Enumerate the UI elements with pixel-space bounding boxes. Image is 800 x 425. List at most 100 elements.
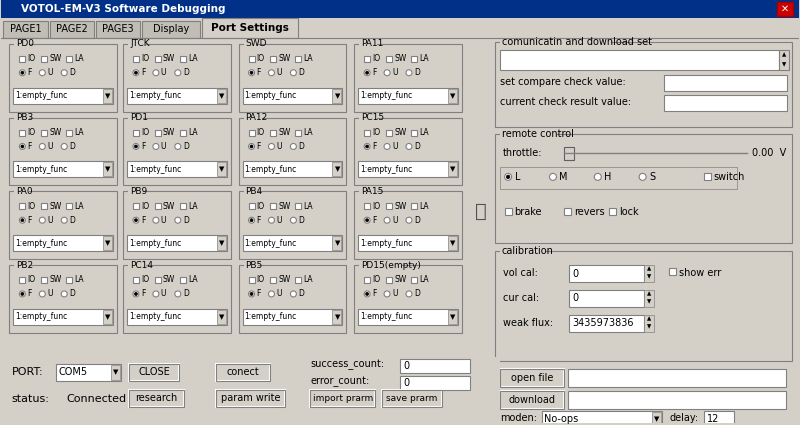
Bar	[295, 277, 302, 283]
Bar	[217, 89, 226, 102]
Text: ▼: ▼	[334, 314, 340, 320]
Text: SW: SW	[50, 54, 62, 63]
Circle shape	[384, 291, 390, 297]
Bar	[386, 130, 392, 136]
Bar	[123, 191, 230, 259]
Text: status:: status:	[11, 394, 50, 404]
Bar	[664, 95, 786, 110]
Bar	[382, 390, 442, 407]
Text: brake: brake	[514, 207, 542, 217]
Text: H: H	[604, 173, 612, 182]
Bar	[505, 208, 511, 215]
Text: ▼: ▼	[106, 240, 110, 246]
Text: F: F	[372, 289, 377, 298]
Bar	[500, 368, 565, 387]
Bar	[777, 2, 793, 16]
Circle shape	[62, 291, 67, 297]
Bar	[310, 390, 375, 407]
Circle shape	[134, 71, 138, 74]
Bar	[216, 364, 270, 381]
Bar	[500, 391, 565, 408]
Text: LA: LA	[188, 202, 198, 211]
Text: ▼: ▼	[114, 369, 118, 375]
Bar	[128, 40, 146, 48]
Text: ▲: ▲	[647, 266, 651, 272]
Text: show err: show err	[679, 268, 722, 278]
Bar	[494, 251, 791, 361]
Bar	[364, 203, 370, 209]
Bar	[180, 203, 186, 209]
Bar	[500, 130, 558, 138]
Text: IO: IO	[141, 54, 149, 63]
Bar	[332, 310, 342, 324]
Text: LA: LA	[303, 54, 313, 63]
Bar	[238, 44, 346, 112]
Bar	[216, 364, 270, 381]
Text: LA: LA	[419, 128, 429, 137]
Bar	[411, 277, 417, 283]
Bar	[10, 191, 117, 259]
Text: IO: IO	[27, 128, 35, 137]
Text: SW: SW	[278, 275, 290, 284]
Text: import prarm: import prarm	[313, 394, 373, 402]
Text: ▼: ▼	[654, 416, 660, 422]
Bar	[66, 277, 72, 283]
Text: ▼: ▼	[219, 314, 224, 320]
Text: U: U	[392, 68, 398, 77]
Bar	[10, 265, 117, 333]
Bar	[249, 203, 254, 209]
Bar	[180, 56, 186, 62]
Text: U: U	[161, 289, 166, 298]
Circle shape	[364, 217, 370, 223]
Circle shape	[250, 219, 253, 222]
Text: D: D	[414, 216, 420, 225]
Bar	[123, 265, 230, 333]
Text: D: D	[69, 68, 75, 77]
Bar	[19, 277, 26, 283]
Bar	[448, 236, 457, 250]
Bar	[14, 261, 29, 269]
Text: LA: LA	[188, 54, 198, 63]
Circle shape	[290, 70, 296, 76]
Text: PORT:: PORT:	[11, 367, 43, 377]
Bar	[364, 277, 370, 283]
Bar	[42, 203, 47, 209]
Bar	[155, 56, 161, 62]
Bar	[295, 203, 302, 209]
Text: LA: LA	[303, 275, 313, 284]
Circle shape	[406, 70, 412, 76]
Bar	[500, 167, 737, 189]
Text: SW: SW	[163, 54, 175, 63]
Text: 1:empty_func: 1:empty_func	[245, 312, 297, 321]
Text: ▼: ▼	[219, 166, 224, 173]
Bar	[42, 56, 47, 62]
Text: 0: 0	[403, 378, 409, 388]
Text: comunicatin and download set: comunicatin and download set	[502, 37, 652, 47]
Text: 12: 12	[707, 414, 719, 424]
Text: D: D	[298, 142, 304, 151]
Circle shape	[153, 144, 159, 150]
Text: M: M	[559, 173, 568, 182]
Text: download: download	[509, 394, 555, 405]
Text: 0: 0	[572, 269, 578, 278]
Bar	[103, 310, 112, 324]
Text: PA15: PA15	[361, 187, 383, 196]
Text: LA: LA	[188, 128, 198, 137]
Circle shape	[249, 70, 254, 76]
Bar	[243, 113, 262, 122]
Bar	[42, 277, 47, 283]
Text: calibration: calibration	[502, 246, 554, 256]
Bar	[295, 130, 302, 136]
Bar	[669, 268, 676, 275]
Text: PB5: PB5	[246, 261, 263, 269]
Circle shape	[21, 145, 24, 148]
Text: SW: SW	[50, 202, 62, 211]
Bar	[610, 208, 616, 215]
Text: D: D	[414, 289, 420, 298]
Text: success_count:: success_count:	[310, 360, 385, 370]
Bar	[359, 40, 378, 48]
Text: F: F	[372, 68, 377, 77]
Circle shape	[384, 70, 390, 76]
Text: ▼: ▼	[450, 166, 455, 173]
Bar	[128, 261, 146, 269]
